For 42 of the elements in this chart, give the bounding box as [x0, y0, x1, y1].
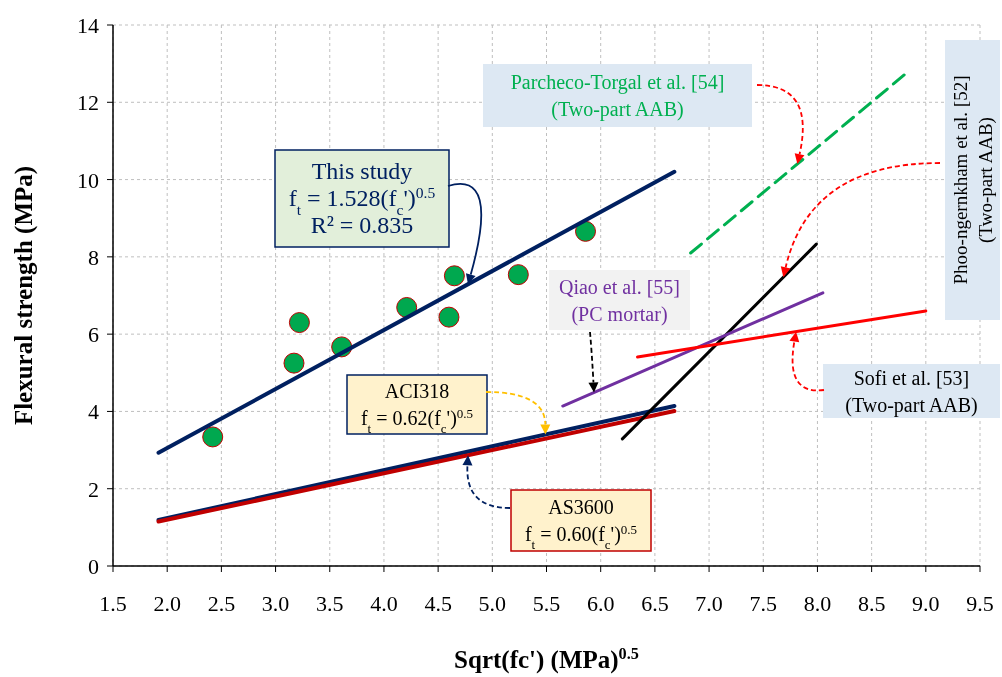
text: Phoo-ngernkham et al. [52] (Two-part AAB): [950, 75, 997, 285]
point: [443, 265, 465, 287]
point: [438, 306, 460, 328]
point: [283, 352, 305, 374]
point: [202, 426, 224, 448]
x-tick-label: 5.5: [532, 591, 561, 616]
x-tick-label: 1.5: [99, 591, 127, 616]
y-tick-label: 8: [88, 244, 99, 270]
x-tick-label: 8.0: [803, 591, 832, 616]
y-tick-label: 12: [77, 90, 99, 116]
x-tick-label: 3.0: [261, 591, 290, 616]
point: [396, 296, 418, 318]
x-tick-label: 4.0: [370, 591, 398, 616]
text: Parcheco-Torgal et al. [54] (Two-part AAB): [510, 71, 725, 121]
x-tick-label: 7.5: [749, 591, 777, 616]
x-tick-label: 8.5: [857, 591, 886, 616]
x-tick-label: 5.0: [478, 591, 507, 616]
point: [575, 220, 597, 242]
x-tick-label: 9.0: [912, 591, 940, 616]
y-axis-title: Flexural strength (MPa): [10, 165, 38, 426]
y-tick-label: 0: [88, 554, 99, 579]
x-tick-label: 9.5: [966, 591, 994, 616]
x-axis-title: Sqrt(fc') (MPa)$^{0.5}$: [454, 645, 639, 674]
x-tick-label: 4.5: [424, 591, 452, 616]
series-label: ACI318 f$_{t}$ = 0.62(f$_{c}$')$^{0.5}$: [360, 380, 474, 436]
x-tick-label: 7.0: [695, 591, 723, 616]
x-tick-label: 3.5: [316, 591, 344, 616]
x-tick-label: 6.0: [586, 591, 615, 616]
y-tick-label: 4: [88, 399, 99, 425]
y-tick-label: 6: [88, 322, 99, 348]
text: Sofi et al. [53] (Two-part AAB): [845, 366, 978, 417]
text: AS3600 f$_{t}$ = 0.60(f$_{c}$')$^{0.5}$: [524, 496, 638, 552]
y-tick-label: 14: [77, 13, 99, 38]
x-tick-label: 6.5: [641, 591, 669, 616]
x-tick-label: 2.5: [207, 591, 236, 616]
text: This study f$_{t}$ = 1.528(f$_{c}$')$^{0.5}$ R² = 0.835: [288, 157, 436, 238]
series-label: Qiao et al. [55] (PC mortar): [558, 275, 681, 326]
point: [507, 264, 529, 286]
point: [288, 312, 310, 334]
x-tick-label: 2.0: [153, 591, 181, 616]
y-tick-label: 2: [88, 476, 99, 502]
y-tick-label: 10: [77, 167, 99, 193]
